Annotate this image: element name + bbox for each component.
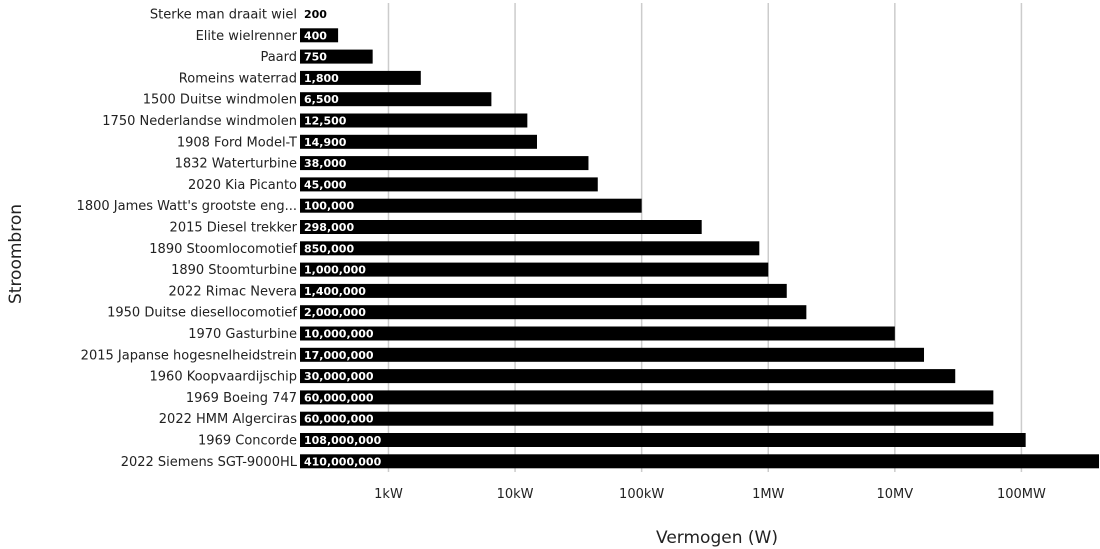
value-label: 100,000 [304,200,354,213]
category-label: 1969 Boeing 747 [186,391,297,406]
value-label: 14,900 [304,136,347,149]
x-tick-labels: 1kW 10kW 100kW 1MW 10MV 100MW [374,487,1046,502]
category-label: 1960 Koopvaardijschip [150,370,298,385]
value-label: 750 [304,51,327,64]
category-label: Elite wielrenner [196,29,298,44]
bar [300,113,528,128]
x-tick-label: 100kW [619,487,664,502]
bar [300,283,787,298]
category-label: 2015 Diesel trekker [170,221,298,236]
category-label: Romeins waterrad [179,71,297,86]
bar [300,411,994,426]
value-label: 1,400,000 [304,285,366,298]
value-label: 12,500 [304,115,347,128]
bar [300,433,1026,447]
value-label: 298,000 [304,221,354,234]
category-label: 1950 Duitse diesellocomotief [107,306,297,321]
bar [300,326,895,341]
category-label: 2022 Rimac Nevera [169,284,298,299]
bar [300,70,421,85]
value-label: 1,800 [304,72,339,85]
category-label: 1908 Ford Model-T [177,135,297,150]
category-label: 1832 Waterturbine [175,157,297,172]
bar [300,156,589,171]
category-label: 2020 Kia Picanto [188,178,297,193]
bar [300,390,994,405]
x-tick-label: 10kW [497,487,534,502]
value-label: 60,000,000 [304,413,374,426]
y-axis-title: Stroombron [6,204,26,304]
category-label: 2015 Japanse hogesnelheidstrein [81,348,297,363]
value-label: 38,000 [304,157,347,170]
value-label: 850,000 [304,242,354,255]
bar [300,454,1099,469]
category-label: 1890 Stoomturbine [171,263,297,278]
bar [300,92,492,107]
x-tick-label: 100MW [997,487,1046,502]
bar [300,305,807,320]
bar [300,369,956,384]
value-label: 108,000,000 [304,434,382,447]
x-tick-label: 1MW [752,487,784,502]
value-label: 30,000,000 [304,370,374,383]
category-label: 1750 Nederlandse windmolen [102,114,297,129]
value-label: 45,000 [304,178,347,191]
category-label: 1890 Stoomlocomotief [149,242,297,257]
category-label: 1800 James Watt's grootste eng... [77,199,297,214]
bar [300,134,537,149]
bar [300,28,339,43]
category-label: Sterke man draait wiel [150,8,297,23]
category-label: 2022 HMM Algerciras [159,412,297,427]
bar [300,347,925,362]
bars-group [300,28,1099,469]
category-label: 2022 Siemens SGT-9000HL [121,455,298,470]
value-label: 410,000,000 [304,455,382,468]
value-label: 10,000,000 [304,328,374,341]
category-label: Paard [260,50,297,65]
x-tick-label: 10MV [877,487,914,502]
value-label: 200 [304,8,327,21]
value-label: 17,000,000 [304,349,374,362]
value-label: 2,000,000 [304,306,366,319]
bar [300,241,760,256]
bar [300,262,769,277]
value-label: 60,000,000 [304,391,374,404]
value-labels: 200 400 750 1,800 6,500 12,500 14,900 38,000 45,… [304,8,382,468]
x-tick-label: 1kW [374,487,403,502]
x-axis-title: Vermogen (W) [656,528,778,548]
bar [300,198,642,213]
category-labels: Sterke man draait wiel Elite wielrenner Pa… [77,8,298,470]
category-label: 1969 Concorde [198,434,297,449]
bar [300,177,598,192]
value-label: 1,000,000 [304,264,366,277]
value-label: 6,500 [304,93,339,106]
category-label: 1970 Gasturbine [188,327,297,342]
value-label: 400 [304,29,327,42]
bar [300,49,373,64]
bar [300,220,702,234]
category-label: 1500 Duitse windmolen [143,93,297,108]
